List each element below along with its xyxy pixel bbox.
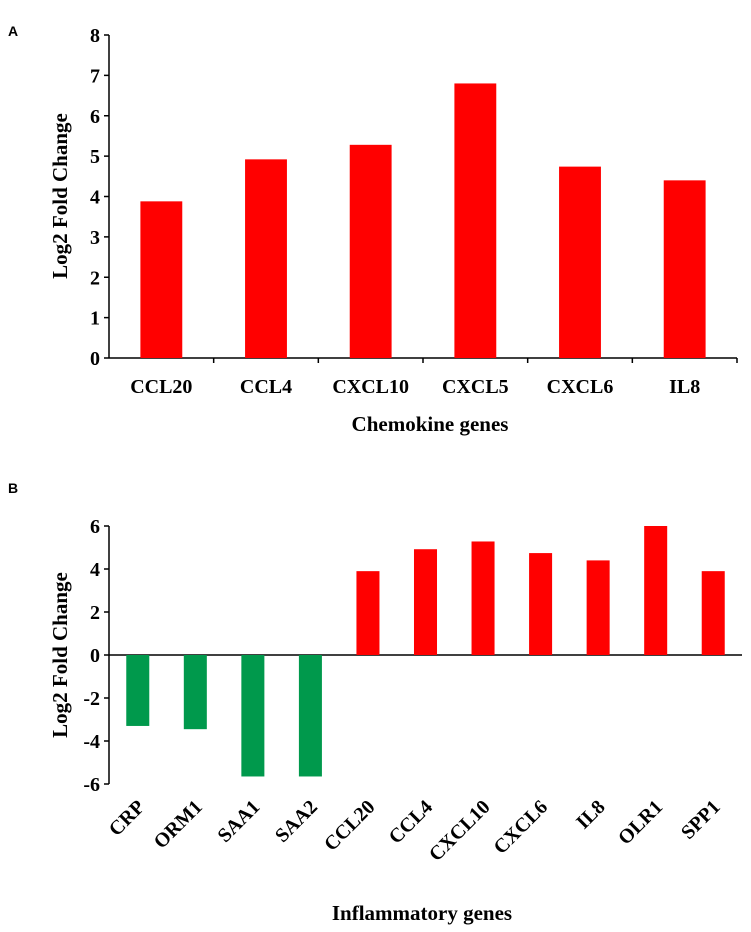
category-label: SAA1 (213, 796, 264, 847)
y-tick-label: 3 (90, 227, 100, 249)
bar-ccl20 (140, 201, 183, 358)
panel-a-x-axis-title: Chemokine genes (352, 412, 509, 436)
panel-a-axes (104, 34, 738, 363)
y-tick-label: 7 (90, 65, 100, 87)
bar-cxcl10 (349, 144, 392, 358)
panel-b-label: B (8, 480, 18, 496)
bar-saa2 (298, 655, 322, 777)
y-tick-label: 4 (90, 187, 100, 209)
category-label: CRP (105, 796, 150, 841)
category-label: CCL20 (130, 376, 192, 398)
y-tick-label: 5 (90, 146, 100, 168)
bar-ccl4 (245, 159, 287, 358)
panel-a-label: A (8, 23, 18, 39)
bar-ccl4 (413, 549, 438, 655)
bar-ccl20 (356, 571, 380, 655)
category-label: ORM1 (150, 796, 207, 853)
y-tick-label: 6 (90, 516, 100, 538)
y-tick-label: 8 (90, 25, 100, 47)
category-label: SAA2 (271, 796, 322, 847)
bar-saa1 (241, 655, 265, 777)
y-tick-label: 4 (90, 559, 100, 581)
category-label: SPP1 (677, 796, 725, 844)
category-label: CXCL10 (332, 376, 409, 398)
y-tick-label: -4 (83, 731, 100, 753)
y-tick-label: 0 (90, 348, 100, 370)
panel-a-category-labels: CCL20 CCL4 CXCL10 CXCL5 CXCL6 IL8 (130, 376, 700, 398)
category-label: CCL4 (240, 376, 292, 398)
panel-b-chart: B Log2 Fold Change Inflammatory genes -6… (8, 480, 742, 925)
bar-orm1 (183, 655, 207, 730)
panel-a-chart: A Log2 Fold Change Chemokine genes 0 1 2 3 4… (8, 23, 738, 436)
bar-cxcl6 (559, 166, 601, 358)
panel-b-x-axis-title: Inflammatory genes (332, 901, 512, 925)
bar-spp1 (701, 571, 725, 655)
category-label: OLR1 (614, 796, 667, 849)
y-tick-label: -2 (83, 688, 100, 710)
y-tick-label: 1 (90, 308, 100, 330)
bar-il8 (663, 180, 706, 358)
bar-cxcl5 (454, 83, 497, 358)
category-label: CXCL5 (442, 376, 509, 398)
panel-a-bars (140, 83, 706, 358)
bar-crp (126, 655, 150, 726)
category-label: IL8 (669, 376, 700, 398)
panel-b-tick-labels: -6 -4 -2 0 2 4 6 (83, 516, 100, 796)
panel-b-bars (126, 526, 725, 777)
category-label: CCL20 (320, 796, 380, 856)
category-label: CXCL10 (425, 796, 495, 866)
category-label: CXCL6 (547, 376, 614, 398)
category-label: CXCL6 (489, 796, 552, 859)
bar-cxcl6 (529, 553, 553, 655)
bar-il8 (586, 560, 610, 655)
category-label: IL8 (572, 796, 610, 834)
y-tick-label: 6 (90, 106, 100, 128)
panel-a-tick-labels: 0 1 2 3 4 5 6 7 8 (90, 25, 100, 370)
y-tick-label: -6 (83, 774, 100, 796)
panel-a-y-axis-title: Log2 Fold Change (48, 113, 72, 279)
bar-olr1 (644, 526, 668, 655)
bar-cxcl10 (471, 541, 495, 655)
y-tick-label: 2 (90, 602, 100, 624)
panel-b-y-axis-title: Log2 Fold Change (48, 572, 72, 738)
y-tick-label: 0 (90, 645, 100, 667)
category-label: CCL4 (385, 796, 437, 848)
y-tick-label: 2 (90, 267, 100, 289)
